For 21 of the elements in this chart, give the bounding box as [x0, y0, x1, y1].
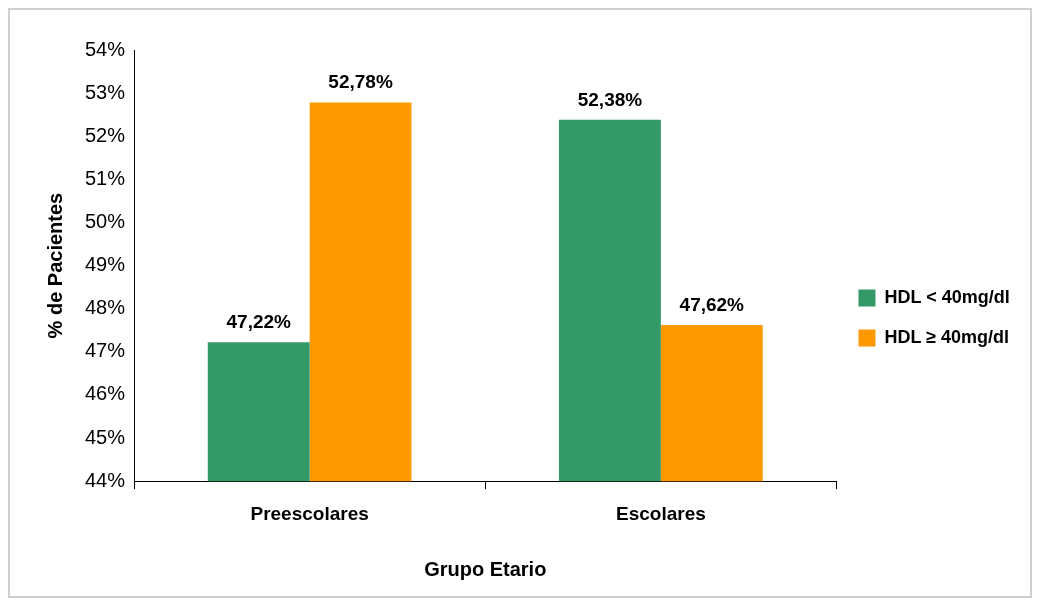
x-tick-label: Escolares	[615, 502, 706, 524]
y-tick-label: 48%	[85, 296, 126, 319]
data-label: 47,62%	[679, 293, 745, 315]
y-tick-label: 49%	[85, 253, 126, 276]
y-axis-title: % de Pacientes	[43, 192, 66, 339]
y-tick-label: 54%	[85, 37, 126, 60]
legend-label: HDL ≥ 40mg/dl	[884, 326, 1010, 347]
x-tick-label: Preescolares	[250, 502, 369, 524]
y-tick-label: 53%	[85, 80, 126, 103]
y-tick-label: 46%	[85, 382, 126, 405]
x-axis-title: Grupo Etario	[424, 557, 547, 580]
legend-label: HDL < 40mg/dl	[884, 286, 1010, 307]
data-label: 52,78%	[328, 71, 393, 93]
y-tick-label: 44%	[85, 468, 126, 491]
y-tick-label: 52%	[85, 123, 126, 146]
y-tick-label: 50%	[85, 210, 126, 232]
y-tick-label: 51%	[85, 166, 126, 189]
y-tick-label: 47%	[85, 339, 126, 362]
data-label: 52,38%	[577, 88, 643, 110]
data-label: 47,22%	[226, 311, 292, 333]
y-tick-label: 45%	[85, 425, 126, 448]
